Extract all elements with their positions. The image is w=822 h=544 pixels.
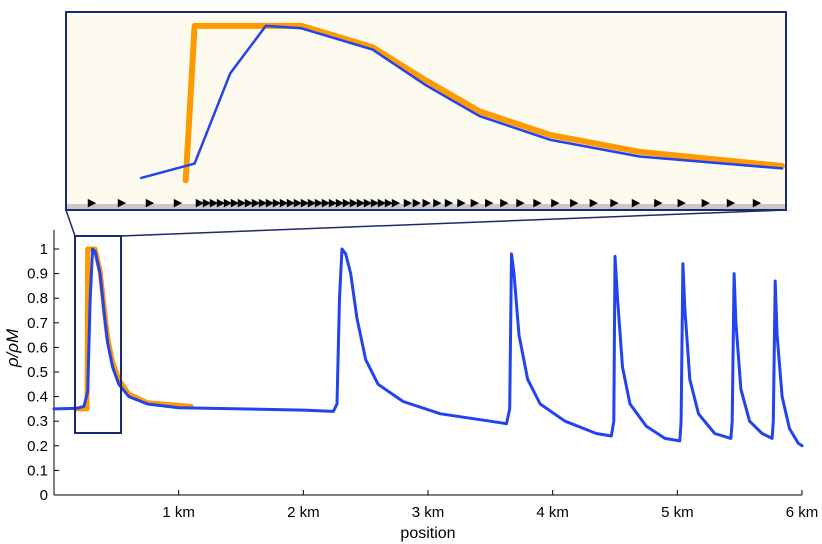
main-orange-line bbox=[73, 246, 194, 412]
car-icon: ▶ bbox=[301, 197, 310, 209]
inset-car-row: ▶ ▶ ▶ ▶ ▶▶▶▶▶▶▶▶▶▶▶▶▶▶▶▶▶▶▶▶▶▶▶▶▶▶▶▶▶ ▶ ▶ ▶ ▶ ▶ ▶ ▶… bbox=[67, 197, 785, 209]
x-tick-label: 6 km bbox=[786, 504, 819, 521]
y-tick-label: 0.7 bbox=[27, 315, 48, 332]
car-icon: ▶ bbox=[392, 197, 401, 209]
inset-blue-line bbox=[139, 24, 784, 180]
car-icon: ▶ bbox=[551, 197, 560, 209]
inset-background bbox=[66, 12, 786, 210]
car-icon: ▶ bbox=[224, 197, 233, 209]
car-icon: ▶ bbox=[287, 197, 296, 209]
x-tick-label: 5 km bbox=[661, 504, 694, 521]
y-tick-group: 0 0.1 0.2 0.3 0.4 0.5 0.6 0.7 0.8 0.9 1 bbox=[27, 241, 59, 504]
car-icon: ▶ bbox=[533, 197, 542, 209]
car-icon: ▶ bbox=[364, 197, 373, 209]
car-icon: ▶ bbox=[457, 197, 466, 209]
car-icon: ▶ bbox=[590, 197, 599, 209]
main-lines bbox=[52, 246, 804, 448]
zoom-window bbox=[74, 235, 122, 434]
car-icon: ▶ bbox=[727, 197, 736, 209]
car-icon: ▶ bbox=[385, 197, 394, 209]
x-tick-label: 2 km bbox=[287, 504, 320, 521]
car-icon: ▶ bbox=[357, 197, 366, 209]
car-icon: ▶ bbox=[252, 197, 261, 209]
car-icon: ▶ bbox=[516, 197, 525, 209]
car-icon: ▶ bbox=[322, 197, 331, 209]
car-icon: ▶ bbox=[245, 197, 254, 209]
car-icon: ▶ bbox=[471, 197, 480, 209]
car-icon: ▶ bbox=[308, 197, 317, 209]
car-icon: ▶ bbox=[231, 197, 240, 209]
car-icon: ▶ bbox=[500, 197, 509, 209]
zoom-connector-right bbox=[120, 209, 787, 237]
car-icon: ▶ bbox=[350, 197, 359, 209]
car-icon: ▶ bbox=[570, 197, 579, 209]
x-tick-group: 1 km 2 km 3 km 4 km 5 km 6 km bbox=[162, 490, 818, 521]
car-icon: ▶ bbox=[485, 197, 494, 209]
car-icon: ▶ bbox=[280, 197, 289, 209]
car-icon: ▶ bbox=[413, 197, 422, 209]
car-icon: ▶ bbox=[654, 197, 663, 209]
y-tick-label: 0.4 bbox=[27, 389, 48, 406]
y-tick-label: 0.2 bbox=[27, 438, 48, 455]
car-icon: ▶ bbox=[118, 197, 127, 209]
x-tick-label: 3 km bbox=[412, 504, 445, 521]
car-icon: ▶ bbox=[336, 197, 345, 209]
car-icon: ▶ bbox=[217, 197, 226, 209]
x-tick-label: 1 km bbox=[162, 504, 195, 521]
y-axis-label: ρ/ρM bbox=[3, 328, 22, 368]
car-icon: ▶ bbox=[422, 197, 431, 209]
car-icon: ▶ bbox=[210, 197, 219, 209]
car-icon: ▶ bbox=[174, 197, 183, 209]
car-icon: ▶ bbox=[677, 197, 686, 209]
car-icon: ▶ bbox=[753, 197, 762, 209]
car-icon: ▶ bbox=[445, 197, 454, 209]
car-icon: ▶ bbox=[196, 197, 205, 209]
inset-lines bbox=[139, 22, 785, 184]
car-icon: ▶ bbox=[315, 197, 324, 209]
car-icon: ▶ bbox=[632, 197, 641, 209]
zoom-connector-left bbox=[65, 209, 76, 237]
main-blue-line bbox=[52, 247, 804, 448]
car-icon: ▶ bbox=[702, 197, 711, 209]
y-tick-label: 0.9 bbox=[27, 266, 48, 283]
y-tick-label: 0.3 bbox=[27, 413, 48, 430]
inset-orange-line bbox=[182, 22, 785, 184]
car-icon: ▶ bbox=[266, 197, 275, 209]
y-tick-label: 0.1 bbox=[27, 462, 48, 479]
car-icon: ▶ bbox=[203, 197, 212, 209]
car-icon: ▶ bbox=[433, 197, 442, 209]
x-axis-label: position bbox=[400, 525, 455, 542]
car-icon: ▶ bbox=[329, 197, 338, 209]
y-tick-label: 1 bbox=[40, 241, 48, 258]
car-icon: ▶ bbox=[343, 197, 352, 209]
y-tick-label: 0.8 bbox=[27, 290, 48, 307]
y-tick-label: 0 bbox=[40, 487, 48, 504]
inset-frame bbox=[65, 11, 787, 211]
car-icon: ▶ bbox=[378, 197, 387, 209]
car-icon: ▶ bbox=[88, 197, 97, 209]
x-tick-label: 4 km bbox=[536, 504, 569, 521]
y-tick-label: 0.5 bbox=[27, 364, 48, 381]
car-icon: ▶ bbox=[404, 197, 413, 209]
car-icon: ▶ bbox=[273, 197, 282, 209]
car-icon: ▶ bbox=[238, 197, 247, 209]
car-icon: ▶ bbox=[371, 197, 380, 209]
car-icon: ▶ bbox=[294, 197, 303, 209]
car-icon: ▶ bbox=[259, 197, 268, 209]
y-tick-label: 0.6 bbox=[27, 339, 48, 356]
car-icon: ▶ bbox=[610, 197, 619, 209]
car-icon: ▶ bbox=[146, 197, 155, 209]
road-strip bbox=[67, 204, 785, 209]
